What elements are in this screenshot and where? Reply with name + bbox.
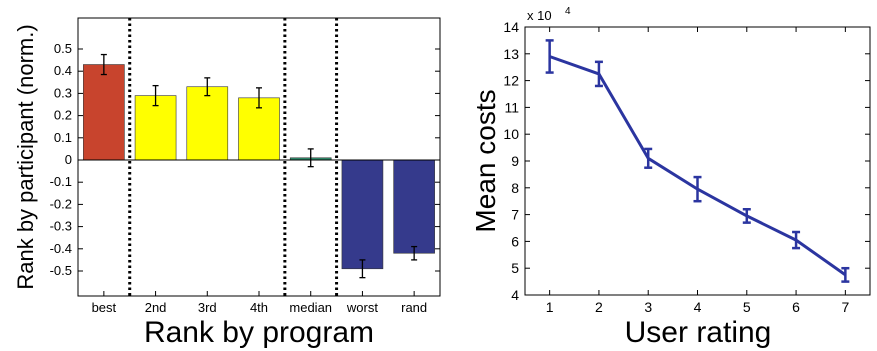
right-x-tick-label: 4 [694,299,702,315]
left-y-tick-label: 0.5 [54,41,72,56]
right-y-axis-label: Mean costs [470,89,501,232]
left-y-tick-label: 0.3 [54,85,72,100]
right-y-ticks: 4 5 6 7 8 9 10 11 12 13 14 [503,19,870,303]
category-label-4th: 4th [250,300,268,315]
category-label-2nd: 2nd [145,300,167,315]
left-y-tick-label: -0.1 [50,174,72,189]
right-y-tick-label: 13 [503,46,519,62]
right-x-tick-label: 2 [595,299,603,315]
rank-bar-chart: 0.5 0.4 0.3 0.2 0.1 0 -0.1 -0.2 -0.3 -0.4 -0.5 bes… [13,17,441,349]
series-line [549,55,847,277]
bar-best [83,64,125,161]
left-y-tick-label: 0.1 [54,130,72,145]
right-y-tick-label: 6 [511,233,519,249]
right-x-axis-label: User rating [625,316,772,349]
left-y-axis-label: Rank by participant (norm.) [13,24,38,289]
right-y-tick-label: 7 [511,207,519,223]
right-x-tick-label: 6 [792,299,800,315]
right-x-tick-label: 5 [743,299,751,315]
left-y-tick-label: -0.2 [50,196,72,211]
left-y-tick-label: 0 [65,152,72,167]
left-y-tick-label: -0.4 [50,241,72,256]
y-exponent-power: 4 [565,6,571,17]
left-category-labels: best 2nd 3rd 4th median worst rand [92,291,427,315]
right-y-tick-label: 10 [503,126,519,142]
right-x-ticks: 1 2 3 4 5 6 7 [546,27,849,315]
bar-3rd [186,86,229,161]
category-label-3rd: 3rd [198,300,217,315]
right-y-tick-label: 14 [503,19,519,35]
right-y-tick-label: 8 [511,180,519,196]
right-error-bars [545,39,850,283]
category-label-best: best [92,300,117,315]
category-label-worst: worst [346,300,378,315]
left-y-tick-label: -0.5 [50,263,72,278]
left-y-tick-label: 0.2 [54,108,72,123]
right-y-tick-label: 5 [511,260,519,276]
left-separators [128,18,339,296]
right-x-tick-label: 7 [841,299,849,315]
left-y-ticks: 0.5 0.4 0.3 0.2 0.1 0 -0.1 -0.2 -0.3 -0.4 -0.5 [50,41,440,278]
right-y-tick-label: 4 [511,287,519,303]
left-bars [78,64,440,270]
left-x-axis-label: Rank by program [144,316,374,349]
right-y-tick-label: 12 [503,73,519,89]
right-y-tick-label: 11 [504,99,519,115]
right-y-tick-label: 9 [511,153,519,169]
bar-worst [341,159,384,270]
bar-rand [393,159,435,254]
y-exponent-base: x 10 [527,8,552,23]
right-x-tick-label: 3 [644,299,652,315]
category-label-median: median [289,300,332,315]
category-label-rand: rand [401,300,427,315]
bar-2nd [134,95,177,161]
left-error-bars [100,53,418,279]
left-y-tick-label: 0.4 [54,63,72,78]
right-x-tick-label: 1 [546,299,554,315]
left-y-tick-label: -0.3 [50,219,72,234]
